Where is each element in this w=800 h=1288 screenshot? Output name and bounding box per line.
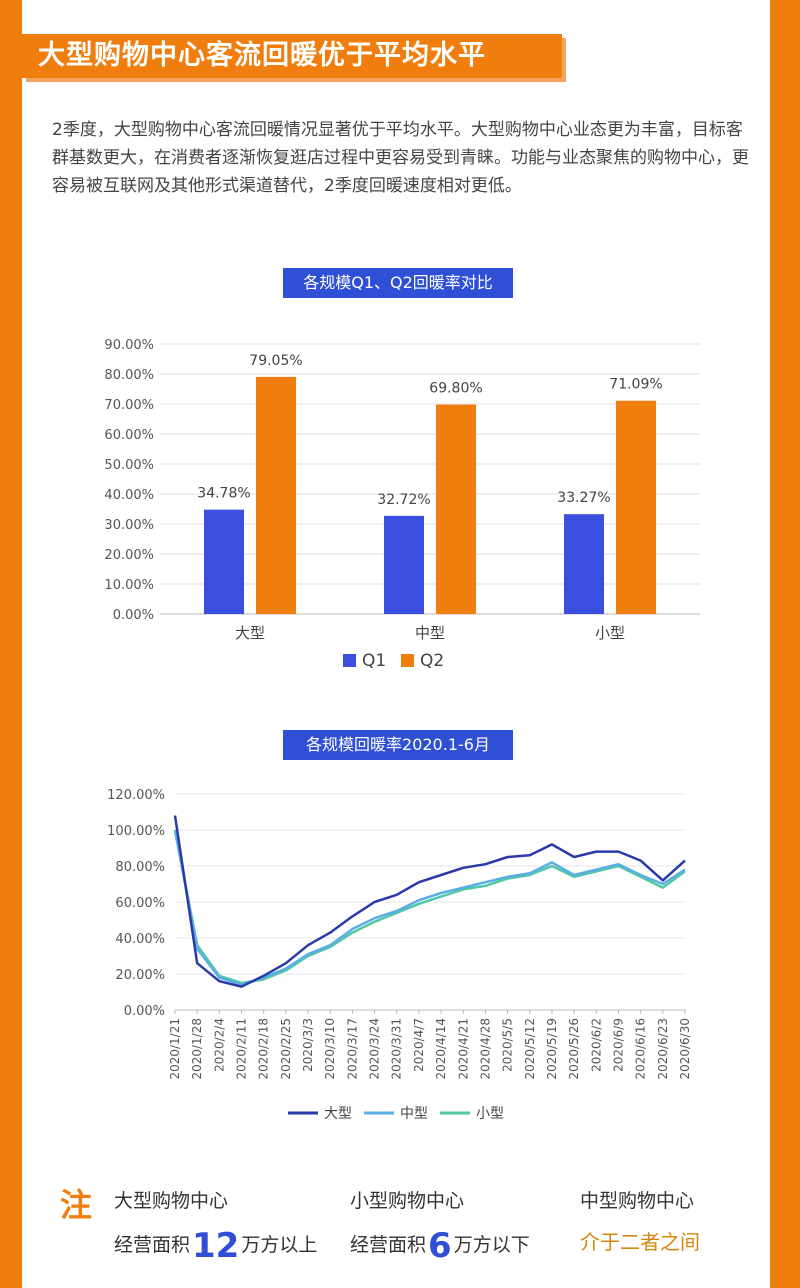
x-tick-label: 2020/5/12	[523, 1018, 537, 1080]
intro-paragraph: 2季度，大型购物中心客流回暖情况显著优于平均水平。大型购物中心业态更为丰富，目标…	[52, 120, 749, 196]
x-tick-label: 2020/2/25	[279, 1018, 293, 1080]
large-area-number: 12	[192, 1226, 240, 1266]
legend-label: 大型	[324, 1106, 352, 1122]
medium-mall-desc: 介于二者之间	[580, 1230, 700, 1254]
small-mall-heading: 小型购物中心	[350, 1190, 465, 1212]
x-tick-label: 2020/2/18	[257, 1018, 271, 1080]
bar-q1	[204, 509, 244, 614]
bar-q2	[616, 400, 656, 614]
x-tick-label: 2020/2/4	[212, 1018, 226, 1072]
bar-q1	[384, 515, 424, 614]
small-area-unit: 万方以下	[453, 1234, 530, 1256]
x-tick-label: 2020/6/16	[634, 1018, 648, 1080]
page-title: 大型购物中心客流回暖优于平均水平	[38, 40, 486, 71]
line-series-small	[173, 829, 686, 985]
line-chart: 0.00% 20.00% 40.00% 60.00% 80.00% 100.00% 120.…	[107, 788, 692, 1122]
x-tick-label: 2020/5/5	[501, 1018, 515, 1072]
y-tick-label: 40.00%	[104, 488, 154, 503]
y-tick-label: 0.00%	[124, 1004, 165, 1019]
y-tick-label: 70.00%	[104, 398, 154, 413]
footnote: 注 大型购物中心 经营面积12 万方以上 小型购物中心 经营面积6 万方以下 中型购…	[60, 1180, 760, 1266]
x-tick-label: 2020/4/7	[412, 1018, 426, 1072]
note-mark: 注	[60, 1186, 93, 1224]
left-frame-bar	[0, 0, 22, 1288]
y-tick-label: 0.00%	[113, 608, 154, 623]
x-tick-label: 2020/5/26	[567, 1018, 581, 1080]
y-tick-label: 20.00%	[115, 968, 165, 983]
small-area-label: 经营面积	[350, 1234, 427, 1256]
bar-q2	[436, 404, 476, 614]
y-tick-label: 80.00%	[115, 860, 165, 875]
bar-data-label: 33.27%	[557, 490, 610, 506]
y-tick-label: 30.00%	[104, 518, 154, 533]
line-chart-title: 各规模回暖率2020.1-6月	[283, 730, 513, 760]
y-tick-label: 60.00%	[104, 428, 154, 443]
x-tick-label: 大型	[235, 624, 265, 642]
y-tick-label: 50.00%	[104, 458, 154, 473]
legend-label: Q1	[362, 651, 386, 671]
legend-label: 中型	[400, 1106, 428, 1122]
x-tick-label: 2020/4/28	[478, 1018, 492, 1080]
bar-data-label: 69.80%	[429, 381, 482, 397]
y-tick-label: 60.00%	[115, 896, 165, 911]
x-tick-label: 中型	[415, 624, 445, 642]
legend-label: Q2	[420, 651, 444, 671]
x-tick-label: 2020/6/23	[656, 1018, 670, 1080]
x-tick-label: 2020/6/9	[611, 1018, 625, 1072]
x-tick-label: 2020/3/31	[390, 1018, 404, 1080]
x-tick-label: 2020/3/17	[345, 1018, 359, 1080]
x-tick-label: 2020/6/2	[589, 1018, 603, 1072]
title-banner: 大型购物中心客流回暖优于平均水平	[22, 34, 562, 78]
bar-data-label: 32.72%	[377, 492, 430, 508]
x-tick-label: 2020/5/19	[545, 1018, 559, 1080]
small-area-number: 6	[428, 1226, 452, 1266]
bar-q1	[564, 514, 604, 614]
large-mall-desc: 经营面积12 万方以上	[114, 1226, 317, 1266]
y-tick-label: 10.00%	[104, 578, 154, 593]
x-tick-label: 2020/3/10	[323, 1018, 337, 1080]
x-tick-label: 2020/1/28	[190, 1018, 204, 1080]
right-frame-bar	[770, 0, 800, 1288]
large-area-unit: 万方以上	[241, 1234, 318, 1256]
large-area-label: 经营面积	[114, 1234, 191, 1256]
y-tick-label: 20.00%	[104, 548, 154, 563]
x-tick-label: 2020/3/24	[368, 1018, 382, 1080]
bar-q2	[256, 376, 296, 614]
small-mall-desc: 经营面积6 万方以下	[350, 1226, 530, 1266]
bar-data-label: 79.05%	[249, 353, 302, 369]
legend-swatch-q1	[343, 654, 356, 667]
x-tick-label: 2020/4/14	[434, 1018, 448, 1080]
y-tick-label: 100.00%	[107, 824, 165, 839]
y-tick-label: 120.00%	[107, 788, 165, 803]
bar-chart-title: 各规模Q1、Q2回暖率对比	[283, 268, 513, 298]
bar-data-label: 71.09%	[609, 377, 662, 393]
large-mall-heading: 大型购物中心	[114, 1190, 229, 1212]
y-tick-label: 90.00%	[104, 338, 154, 353]
bar-chart: 0.00% 10.00% 20.00% 30.00% 40.00% 50.00% 60.00…	[104, 338, 700, 671]
x-tick-label: 2020/4/21	[456, 1018, 470, 1080]
medium-mall-heading: 中型购物中心	[580, 1190, 695, 1212]
x-tick-label: 小型	[595, 624, 625, 642]
bar-data-label: 34.78%	[197, 486, 250, 502]
line-series-large	[173, 815, 686, 988]
y-tick-label: 80.00%	[104, 368, 154, 383]
x-tick-label: 2020/6/30	[678, 1018, 692, 1080]
x-tick-label: 2020/2/11	[235, 1018, 249, 1080]
legend-label: 小型	[476, 1106, 504, 1122]
line-series-medium	[173, 829, 686, 987]
y-tick-label: 40.00%	[115, 932, 165, 947]
x-tick-label: 2020/1/21	[168, 1018, 182, 1080]
legend-swatch-q2	[401, 654, 414, 667]
x-tick-label: 2020/3/3	[301, 1018, 315, 1072]
